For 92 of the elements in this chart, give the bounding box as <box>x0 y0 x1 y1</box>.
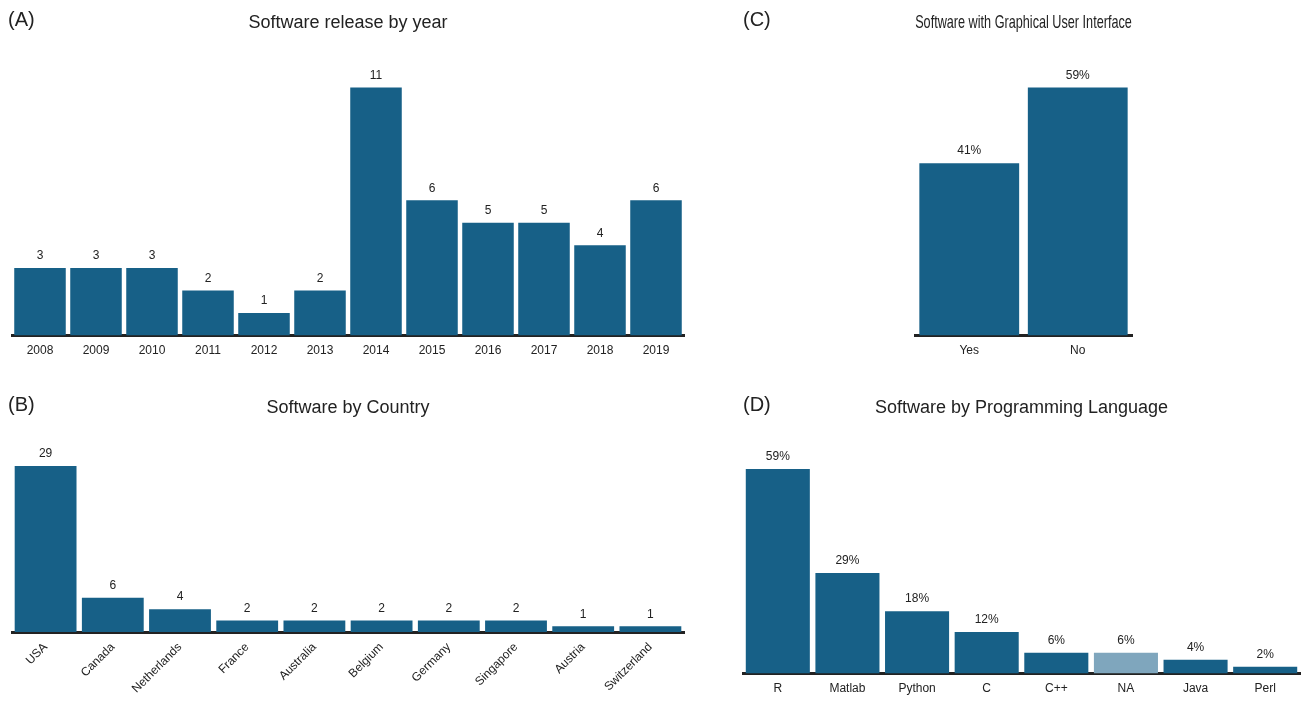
data-label: 2 <box>512 600 520 615</box>
data-label: 2 <box>204 270 212 285</box>
x-tick-label: 2009 <box>82 343 110 358</box>
x-tick-label: 2019 <box>642 343 670 358</box>
x-tick-label: Perl <box>1254 681 1276 696</box>
x-tick-label: 2016 <box>474 343 502 358</box>
data-label: 6% <box>1117 633 1135 648</box>
bar <box>149 609 211 633</box>
data-label: 1 <box>579 606 587 621</box>
bar <box>417 620 480 633</box>
data-label: 4 <box>176 589 184 604</box>
data-label: 6 <box>652 180 660 195</box>
text: (D) <box>743 392 771 415</box>
data-label: 3 <box>36 248 44 263</box>
data-label: 2 <box>378 600 386 615</box>
bar <box>126 267 178 336</box>
data-label: 4% <box>1186 640 1205 655</box>
data-label: 2 <box>311 600 319 615</box>
data-label: 11 <box>369 67 383 82</box>
bar <box>350 620 413 633</box>
bar <box>574 245 626 336</box>
data-label: 3 <box>148 248 156 263</box>
x-tick-label: Java <box>1182 681 1209 696</box>
bar <box>70 267 122 336</box>
bar <box>81 597 144 633</box>
bar <box>462 222 514 336</box>
data-label: 2 <box>445 600 453 615</box>
x-tick-label: 2010 <box>138 343 166 358</box>
data-label: 3 <box>92 248 100 263</box>
chart-title: Software by Programming Language <box>874 396 1169 417</box>
x-tick-label: Matlab <box>829 681 866 696</box>
bar <box>885 611 950 674</box>
x-tick-label: 2018 <box>586 343 614 358</box>
data-label: 4 <box>596 225 604 240</box>
data-label: 29% <box>835 553 860 568</box>
data-label: 29 <box>38 446 53 461</box>
data-label: 59% <box>1065 67 1091 82</box>
x-tick-label: 2011 <box>195 343 222 358</box>
data-label: 2 <box>316 270 324 285</box>
data-label: 5 <box>484 203 492 218</box>
x-tick-label: C++ <box>1044 681 1068 696</box>
x-tick-label: 2015 <box>418 343 446 358</box>
bar <box>815 573 880 674</box>
x-tick-label: 2012 <box>250 343 278 358</box>
bar <box>1024 652 1089 674</box>
x-tick-label: NA <box>1117 681 1135 696</box>
data-label: 18% <box>905 591 930 606</box>
bar <box>619 626 682 633</box>
bar <box>552 626 615 633</box>
text: (C) <box>743 7 771 30</box>
bar <box>216 620 279 633</box>
bar <box>350 87 402 336</box>
data-label: 59% <box>765 449 791 464</box>
data-label: 2% <box>1256 646 1275 661</box>
x-tick-label: 2013 <box>306 343 334 358</box>
text: (A) <box>8 7 35 30</box>
bar <box>14 465 77 633</box>
chart-title: Software by Country <box>266 396 430 417</box>
bar <box>238 313 290 336</box>
bar <box>14 267 66 336</box>
bar <box>518 222 570 336</box>
bar <box>630 200 682 336</box>
bar <box>182 290 234 336</box>
x-tick-label: C <box>982 681 992 696</box>
bar <box>294 290 346 336</box>
chart-title: Software release by year <box>248 11 448 32</box>
x-tick-label: R <box>773 681 783 696</box>
data-label: 6 <box>428 180 436 195</box>
bar <box>485 620 547 633</box>
x-tick-label: Python <box>898 681 936 696</box>
x-tick-label: 2008 <box>26 343 54 358</box>
data-label: 1 <box>260 293 268 308</box>
chart-title: Software with Graphical User Interface <box>915 11 1132 32</box>
bar <box>283 620 346 633</box>
bar <box>1163 659 1228 674</box>
text: (B) <box>8 392 35 415</box>
bar <box>406 200 458 336</box>
data-label: 6% <box>1047 633 1066 648</box>
bar <box>1093 652 1158 674</box>
x-tick-label: 2017 <box>530 343 558 358</box>
x-tick-label: USA <box>22 639 51 668</box>
bar <box>745 468 810 674</box>
x-tick-label: 2014 <box>362 343 390 358</box>
x-tick-label: No <box>1070 343 1086 358</box>
data-label: 5 <box>540 203 548 218</box>
data-label: 6 <box>109 578 117 592</box>
data-label: 41% <box>957 143 982 158</box>
data-label: 12% <box>974 612 1000 627</box>
data-label: 2 <box>243 600 251 615</box>
x-tick-label: Yes <box>959 343 980 358</box>
data-label: 1 <box>647 606 655 621</box>
bar <box>954 631 1019 674</box>
